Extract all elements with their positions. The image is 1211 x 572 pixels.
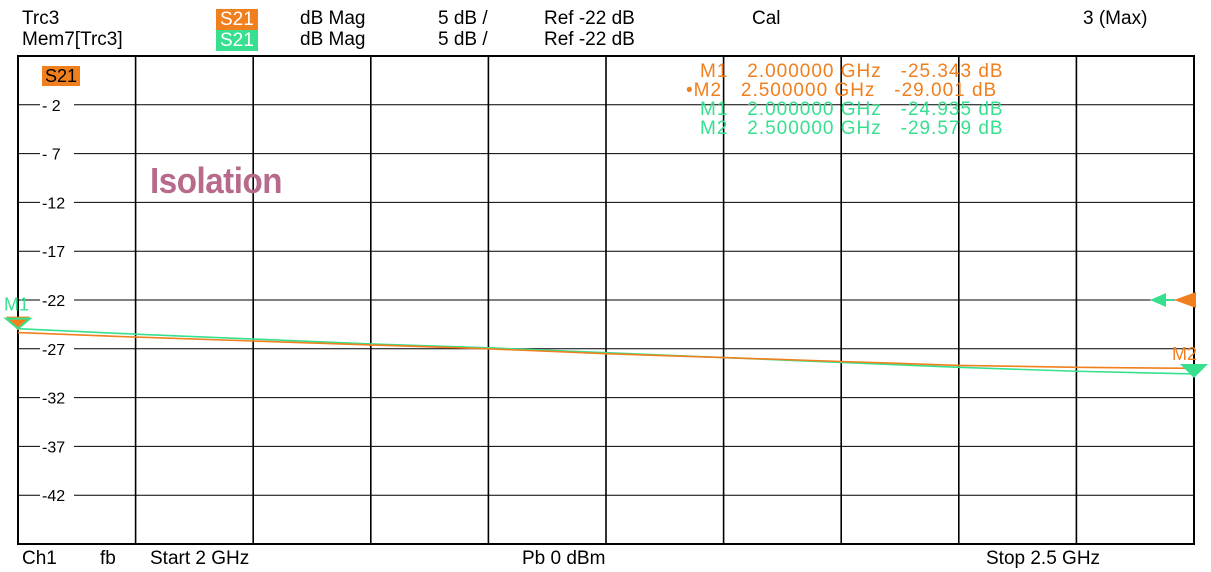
cal-indicator: Cal [752, 8, 781, 29]
y-tick-bg [40, 144, 74, 163]
window-label: 3 (Max) [1083, 8, 1148, 29]
marker-readout-t2-m2: M2 2.500000 GHz -29.579 dB [700, 119, 1004, 138]
trace1-ref[interactable]: Ref -22 dB [544, 8, 635, 29]
marker-readout-t1-m2: •M2 2.500000 GHz -29.001 dB [686, 81, 997, 100]
trace1-name[interactable]: Trc3 [22, 8, 60, 29]
y-tick-label: -17 [42, 244, 65, 261]
trace2-name[interactable]: Mem7[Trc3] [22, 29, 123, 50]
marker-label: •M2 [686, 80, 723, 101]
trace2-scale[interactable]: 5 dB / [438, 29, 488, 50]
marker-label: M1 [700, 61, 729, 82]
marker-symbols: M1 M2 [3, 292, 1208, 378]
y-tick-bg [40, 193, 74, 212]
y-tick-label: -32 [42, 391, 65, 408]
active-trace-tag[interactable]: S21 [42, 66, 81, 86]
footer-start[interactable]: Start 2 GHz [150, 548, 250, 569]
trace2-param-badge[interactable]: S21 [216, 30, 258, 51]
marker-freq: 2.000000 GHz [747, 99, 882, 120]
y-tick-label: - 2 [42, 98, 61, 115]
marker-m2-label: M2 [1172, 344, 1197, 364]
y-tick-bg [40, 388, 74, 407]
trace1-param-badge[interactable]: S21 [216, 9, 258, 30]
marker-m2-symbol-t2 [1180, 363, 1208, 378]
y-tick-label: -12 [42, 195, 65, 212]
trace2-ref[interactable]: Ref -22 dB [544, 29, 635, 50]
trace2-format[interactable]: dB Mag [300, 29, 366, 50]
isolation-annotation: Isolation [150, 160, 283, 201]
marker-value: -24.935 dB [900, 99, 1004, 120]
y-tick-label: -42 [42, 488, 65, 505]
y-tick-label: -27 [42, 342, 65, 359]
marker-m1-label: M1 [4, 295, 29, 315]
y-tick-bg [40, 291, 74, 309]
footer-channel[interactable]: Ch1 [22, 548, 57, 569]
y-tick-labels: - 2 - 7 -12 -17 -22 -27 -32 -37 -42 [40, 95, 74, 505]
trace1-format[interactable]: dB Mag [300, 8, 366, 29]
footer-power[interactable]: Pb 0 dBm [522, 548, 606, 569]
y-tick-bg [40, 95, 74, 114]
marker-label: M2 [700, 118, 729, 139]
marker-label: M1 [700, 99, 729, 120]
y-tick-bg [40, 242, 74, 261]
y-tick-bg [40, 339, 74, 358]
ref-level-arrow-t1 [1174, 292, 1196, 308]
series-line-1 [17, 331, 1195, 370]
y-tick-bg [40, 486, 74, 505]
series-group [17, 327, 1195, 375]
trace1-scale[interactable]: 5 dB / [438, 8, 488, 29]
marker-value: -25.343 dB [900, 61, 1004, 82]
marker-value: -29.579 dB [900, 118, 1004, 139]
series-line-2 [17, 327, 1195, 375]
marker-m1-symbol-t1 [6, 316, 30, 331]
y-tick-label: -37 [42, 439, 65, 456]
marker-value: -29.001 dB [894, 80, 998, 101]
footer-fb: fb [100, 548, 116, 569]
ref-level-arrow-t2 [1150, 293, 1166, 307]
marker-freq: 2.500000 GHz [740, 80, 876, 101]
grid [18, 56, 1194, 544]
marker-freq: 2.000000 GHz [747, 61, 882, 82]
y-tick-label: -22 [42, 293, 65, 310]
marker-readout-t2-m1: M1 2.000000 GHz -24.935 dB [700, 100, 1004, 119]
marker-m1-symbol-t2 [3, 317, 33, 330]
footer-stop[interactable]: Stop 2.5 GHz [986, 548, 1101, 569]
marker-readout-t1-m1: M1 2.000000 GHz -25.343 dB [700, 62, 1004, 81]
y-tick-label: - 7 [42, 147, 61, 164]
y-tick-bg [40, 437, 74, 456]
marker-freq: 2.500000 GHz [747, 118, 882, 139]
